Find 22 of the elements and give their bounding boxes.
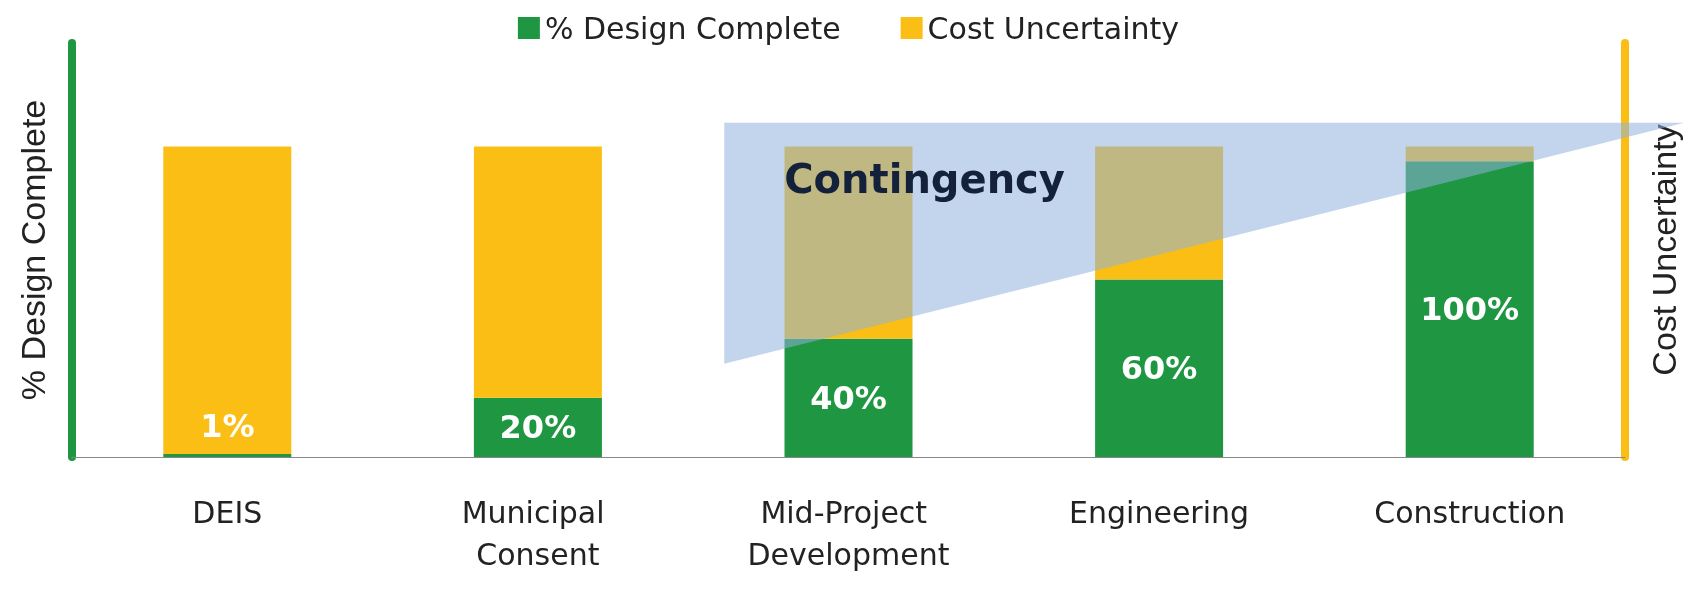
x-tick-label: Mid-Project Development bbox=[747, 494, 950, 572]
bar bbox=[163, 146, 292, 455]
x-tick-label: Municipal Consent bbox=[461, 494, 615, 572]
data-label: 40% bbox=[810, 378, 887, 417]
bar bbox=[1405, 146, 1534, 162]
bar bbox=[473, 146, 602, 398]
x-tick-label: Construction bbox=[1374, 494, 1566, 530]
data-label: 100% bbox=[1420, 290, 1520, 329]
data-label: 60% bbox=[1120, 349, 1198, 388]
legend-label: % Design Complete bbox=[544, 10, 841, 46]
data-label: 20% bbox=[499, 408, 577, 447]
x-tick-label: Engineering bbox=[1069, 494, 1250, 530]
bar bbox=[784, 338, 913, 457]
legend-label: Cost Uncertainty bbox=[927, 10, 1180, 46]
bar bbox=[1095, 279, 1224, 457]
y-axis-title: % Design Complete bbox=[14, 99, 52, 401]
data-label: 1% bbox=[200, 407, 255, 446]
y2-axis-title: Cost Uncertainty bbox=[1645, 124, 1683, 376]
bar bbox=[163, 454, 292, 457]
x-tick-label: DEIS bbox=[192, 494, 263, 530]
bar bbox=[1405, 161, 1534, 457]
bar bbox=[1095, 146, 1224, 280]
